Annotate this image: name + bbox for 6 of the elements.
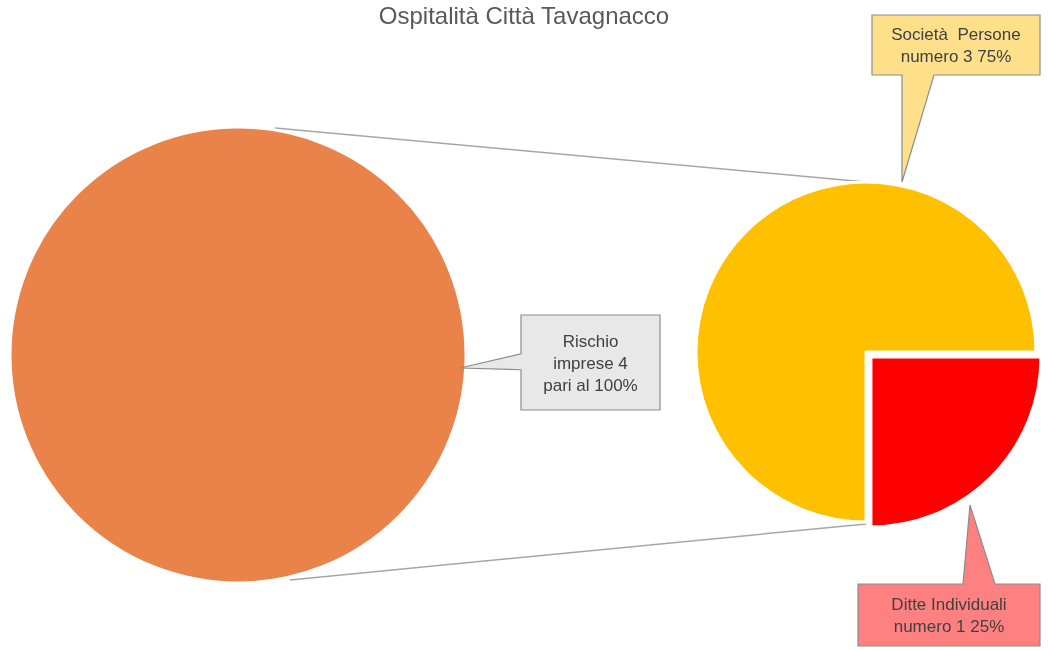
data-label: numero 3 75% [900,47,1012,66]
chart-title: Ospitalità Città Tavagnacco [378,2,670,29]
data-label: numero 1 25% [893,617,1005,636]
slice-label: Società Persone [891,25,1021,44]
slice-label: Rischio imprese 4 pari al 100% [543,331,638,395]
slice-label: Ditte Individuali [891,595,1007,614]
